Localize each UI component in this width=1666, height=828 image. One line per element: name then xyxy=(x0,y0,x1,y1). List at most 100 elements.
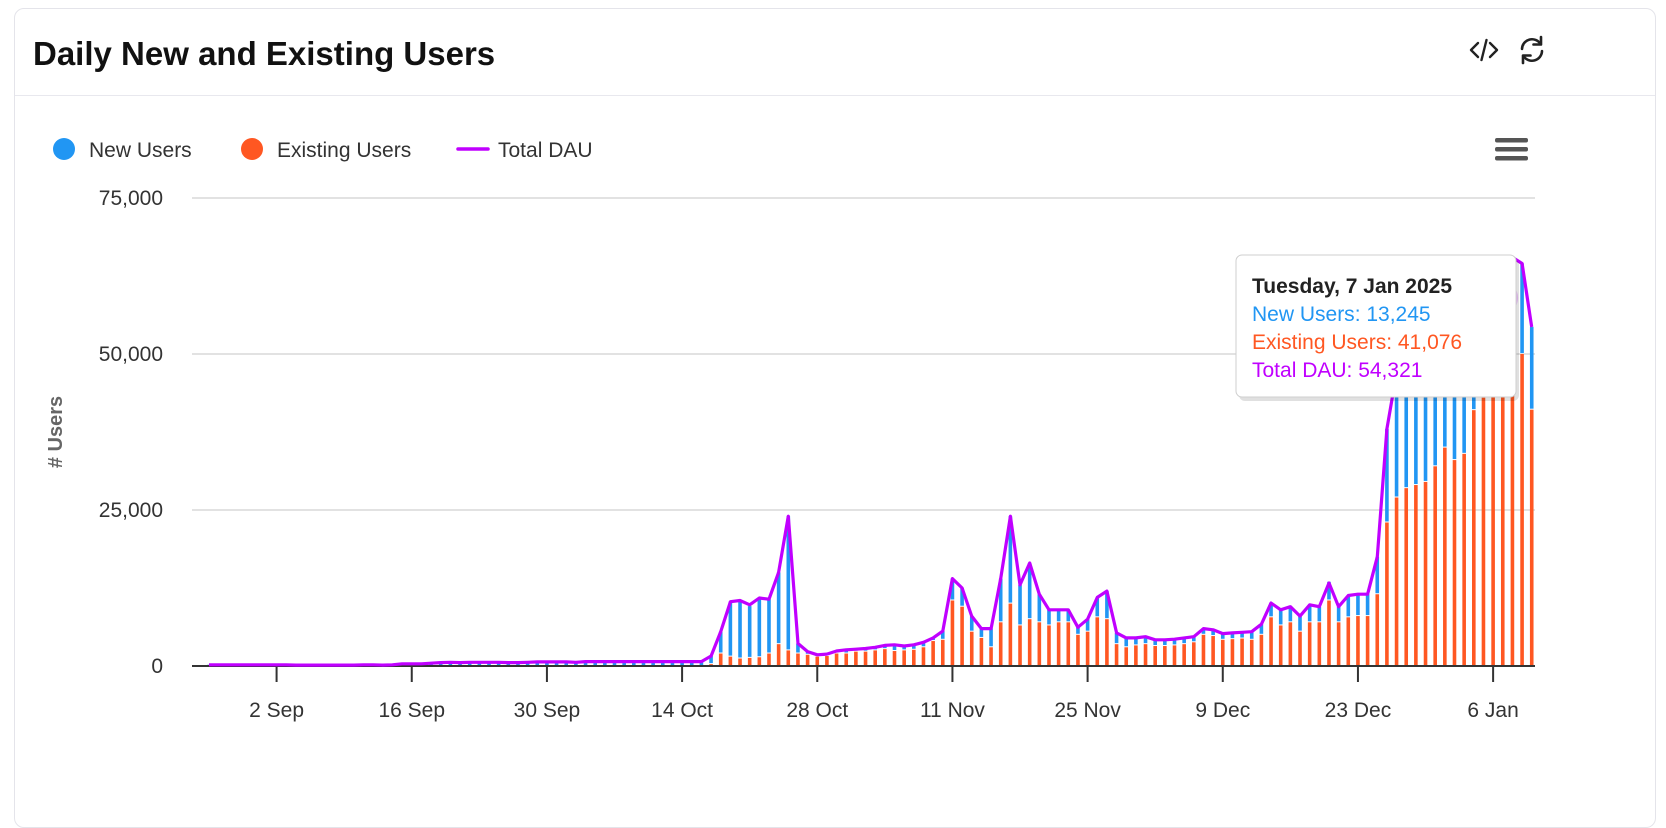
bar-new-users[interactable] xyxy=(950,578,955,600)
bar-new-users[interactable] xyxy=(1192,636,1196,642)
total-dau-line[interactable] xyxy=(209,255,1534,667)
bar-new-users[interactable] xyxy=(1095,597,1100,617)
bar-existing-users[interactable] xyxy=(796,653,800,666)
refresh-icon[interactable] xyxy=(1515,33,1549,67)
hamburger-menu-icon[interactable] xyxy=(1495,138,1528,161)
bar-new-users[interactable] xyxy=(651,661,655,665)
bar-new-users[interactable] xyxy=(1529,327,1534,409)
bar-new-users[interactable] xyxy=(1134,637,1138,645)
bar-new-users[interactable] xyxy=(738,600,742,658)
bar-new-users[interactable] xyxy=(1153,639,1157,646)
bar-new-users[interactable] xyxy=(1143,636,1148,644)
bar-new-users[interactable] xyxy=(670,661,675,665)
bar-new-users[interactable] xyxy=(1346,595,1351,617)
bar-existing-users[interactable] xyxy=(1056,622,1061,666)
bar-existing-users[interactable] xyxy=(1201,634,1206,666)
bar-new-users[interactable] xyxy=(1085,619,1090,631)
bar-new-users[interactable] xyxy=(1211,629,1215,636)
bar-existing-users[interactable] xyxy=(989,647,993,666)
bar-new-users[interactable] xyxy=(969,616,974,631)
bar-new-users[interactable] xyxy=(979,628,984,637)
bar-existing-users[interactable] xyxy=(1211,636,1215,666)
bar-existing-users[interactable] xyxy=(1346,617,1351,666)
bar-existing-users[interactable] xyxy=(1491,391,1495,666)
bar-new-users[interactable] xyxy=(1124,637,1129,647)
bar-new-users[interactable] xyxy=(1269,602,1273,617)
bar-new-users[interactable] xyxy=(1047,609,1051,625)
bar-new-users[interactable] xyxy=(1336,606,1341,622)
bar-existing-users[interactable] xyxy=(1433,466,1437,666)
bar-new-users[interactable] xyxy=(757,597,762,657)
bar-new-users[interactable] xyxy=(1433,366,1437,466)
bar-new-users[interactable] xyxy=(583,661,588,665)
bar-existing-users[interactable] xyxy=(786,650,791,666)
bar-existing-users[interactable] xyxy=(960,606,964,666)
bar-existing-users[interactable] xyxy=(1500,378,1505,666)
bar-existing-users[interactable] xyxy=(1220,639,1225,666)
bar-existing-users[interactable] xyxy=(1240,638,1244,666)
code-icon[interactable] xyxy=(1467,33,1501,67)
bar-existing-users[interactable] xyxy=(1192,642,1196,666)
bar-new-users[interactable] xyxy=(1259,624,1264,634)
bar-new-users[interactable] xyxy=(1105,591,1109,619)
bar-existing-users[interactable] xyxy=(1385,522,1389,666)
bar-new-users[interactable] xyxy=(1076,627,1080,634)
bar-existing-users[interactable] xyxy=(1105,619,1109,666)
bar-new-users[interactable] xyxy=(998,578,1003,622)
bar-new-users[interactable] xyxy=(892,644,897,651)
bar-new-users[interactable] xyxy=(767,599,771,653)
bar-existing-users[interactable] xyxy=(757,657,762,666)
bar-existing-users[interactable] xyxy=(718,653,723,666)
bar-existing-users[interactable] xyxy=(1404,488,1409,666)
bar-existing-users[interactable] xyxy=(1037,622,1042,666)
bar-existing-users[interactable] xyxy=(747,657,752,666)
bar-new-users[interactable] xyxy=(622,661,626,665)
legend-item-total-dau[interactable]: Total DAU xyxy=(456,139,593,162)
bar-existing-users[interactable] xyxy=(1269,617,1273,666)
bar-new-users[interactable] xyxy=(641,661,646,665)
bar-new-users[interactable] xyxy=(718,631,723,653)
bar-existing-users[interactable] xyxy=(1307,622,1312,666)
bar-new-users[interactable] xyxy=(593,661,597,665)
legend-item-new-users[interactable]: New Users xyxy=(53,138,192,162)
bar-existing-users[interactable] xyxy=(912,649,916,666)
bar-new-users[interactable] xyxy=(1423,394,1428,481)
bar-new-users[interactable] xyxy=(1056,609,1061,622)
bar-new-users[interactable] xyxy=(1114,632,1119,644)
bar-existing-users[interactable] xyxy=(1124,647,1129,666)
bar-new-users[interactable] xyxy=(709,656,713,664)
bar-existing-users[interactable] xyxy=(1076,634,1080,666)
bar-new-users[interactable] xyxy=(1182,637,1186,644)
bar-new-users[interactable] xyxy=(912,644,916,649)
bar-new-users[interactable] xyxy=(747,606,752,657)
bar-new-users[interactable] xyxy=(1452,341,1457,460)
bar-existing-users[interactable] xyxy=(1336,622,1341,666)
bar-new-users[interactable] xyxy=(1249,631,1254,639)
bar-new-users[interactable] xyxy=(689,661,694,665)
bar-new-users[interactable] xyxy=(603,661,607,665)
bar-new-users[interactable] xyxy=(1027,563,1032,619)
bar-existing-users[interactable] xyxy=(1423,481,1428,666)
bar-existing-users[interactable] xyxy=(1153,646,1157,666)
bar-existing-users[interactable] xyxy=(863,651,868,666)
bar-new-users[interactable] xyxy=(786,516,791,650)
bar-new-users[interactable] xyxy=(612,661,617,665)
bar-existing-users[interactable] xyxy=(979,637,984,666)
bar-new-users[interactable] xyxy=(1327,581,1331,600)
bar-new-users[interactable] xyxy=(680,661,684,665)
bar-existing-users[interactable] xyxy=(1327,600,1331,666)
bar-existing-users[interactable] xyxy=(825,656,829,666)
bar-new-users[interactable] xyxy=(1365,594,1370,616)
bar-existing-users[interactable] xyxy=(1095,617,1100,666)
bar-existing-users[interactable] xyxy=(902,650,906,666)
bar-existing-users[interactable] xyxy=(1452,460,1457,666)
bar-existing-users[interactable] xyxy=(728,656,733,666)
bar-existing-users[interactable] xyxy=(883,649,887,666)
bar-new-users[interactable] xyxy=(902,646,906,650)
bar-existing-users[interactable] xyxy=(1510,369,1515,666)
bar-existing-users[interactable] xyxy=(1443,447,1447,666)
bar-new-users[interactable] xyxy=(1240,632,1244,638)
bar-new-users[interactable] xyxy=(1375,556,1380,594)
bar-new-users[interactable] xyxy=(1018,584,1022,625)
